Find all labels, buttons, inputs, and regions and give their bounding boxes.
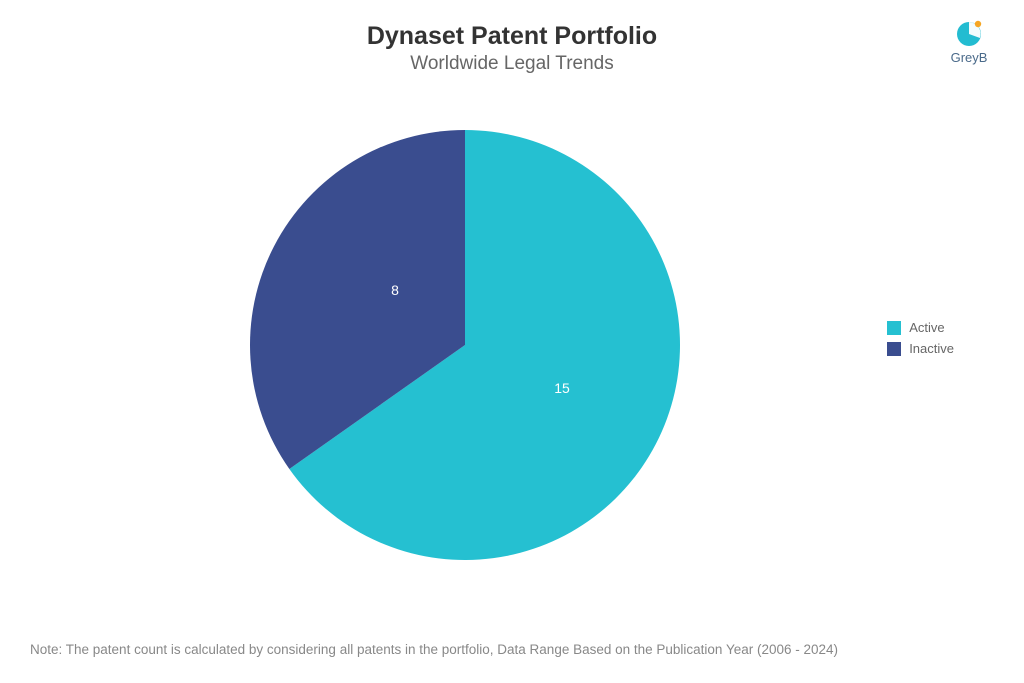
legend-swatch-active (887, 321, 901, 335)
footnote: Note: The patent count is calculated by … (30, 642, 838, 657)
brand-logo: GreyB (944, 18, 994, 68)
legend-label-active: Active (909, 320, 944, 335)
legend: Active Inactive (887, 320, 954, 362)
logo-text: GreyB (951, 50, 988, 65)
legend-label-inactive: Inactive (909, 341, 954, 356)
legend-item-active: Active (887, 320, 954, 335)
chart-title: Dynaset Patent Portfolio (0, 22, 1024, 51)
pie-chart: 15 8 (250, 130, 680, 560)
slice-value-inactive: 8 (391, 282, 399, 298)
chart-subtitle: Worldwide Legal Trends (0, 53, 1024, 75)
logo-icon (952, 18, 986, 52)
legend-item-inactive: Inactive (887, 341, 954, 356)
legend-swatch-inactive (887, 342, 901, 356)
chart-area: 15 8 Active Inactive (0, 100, 1024, 620)
slice-value-active: 15 (554, 380, 570, 396)
chart-header: Dynaset Patent Portfolio Worldwide Legal… (0, 0, 1024, 75)
